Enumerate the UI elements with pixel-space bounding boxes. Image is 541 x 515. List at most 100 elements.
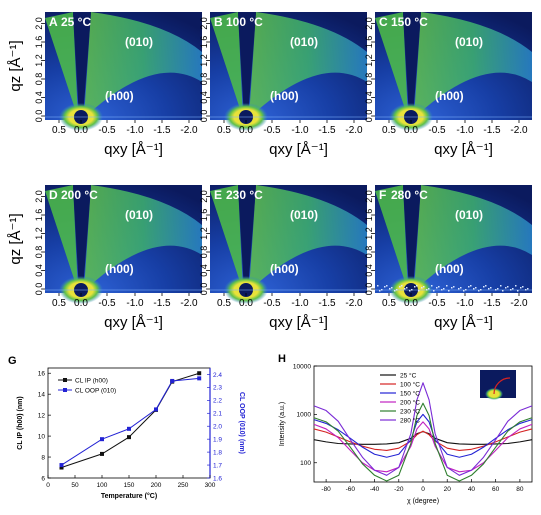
qz-tick-label: 0.8 [364,246,374,259]
label-h00: (h00) [435,262,464,276]
qxy-tick-label: 0.0 [74,298,88,309]
data-point [59,465,64,470]
y-left-tick-label: 10 [38,433,46,440]
panel-temperature: 100 °C [226,15,263,29]
speckle [517,290,519,292]
panel-letter: F [379,188,386,202]
legend-label: CL IP (h00) [75,378,108,385]
qxy-axis-label: qxy [Å⁻¹] [269,141,328,158]
x-tick-label: 50 [71,482,79,489]
x-tick-label: 80 [516,486,524,493]
speckle [433,290,435,292]
y-left-tick-label: 6 [41,475,45,482]
qz-tick-label: 0.0 [364,283,374,296]
speckle [411,289,413,291]
giwaxs-panel-b: B 100 °C (010) (h00) [210,12,367,131]
qxy-tick-label: 0.0 [404,125,418,136]
arc-right [249,12,367,118]
legend-label: 100 °C [400,381,420,389]
qz-axis-label: qz [Å⁻¹] [7,213,24,264]
qxy-tick-label: -1.0 [291,298,309,309]
qxy-axis-label: qxy [Å⁻¹] [434,314,493,331]
speckle [458,288,460,290]
qxy-tick-label: -2.0 [345,125,363,136]
speckle [451,287,453,289]
qz-tick-label: 1.2 [199,54,209,67]
speckle [404,288,406,290]
qxy-tick-label: -1.5 [318,298,336,309]
legend-label: CL OOP (010) [75,388,116,395]
panel-letter-h: H [278,353,286,365]
qxy-tick-label: -1.5 [483,298,501,309]
speckle [441,289,443,291]
qz-tick-label: 0.0 [364,110,374,123]
speckle [377,285,379,287]
data-point [127,435,131,440]
speckle [468,286,470,288]
qz-tick-label: 2.0 [34,190,44,203]
arc-left [375,185,408,291]
speckle [488,288,490,290]
y-left-tick-label: 14 [38,391,46,398]
speckle [483,286,485,288]
qz-tick-label: 2.0 [199,190,209,203]
speckle [399,286,401,288]
speckle [490,287,492,289]
qxy-tick-label: -1.5 [153,298,171,309]
speckle [431,285,433,287]
qxy-tick-label: -0.5 [98,298,116,309]
ring-label-010: (010) [455,35,483,49]
giwaxs-panel-a: A 25 °C (010) (h00) [45,12,202,131]
data-point [170,378,175,383]
y-right-tick-label: 2.0 [213,424,222,431]
y-right-tick-label: 2.4 [213,372,222,379]
speckle [379,290,381,292]
ring-label-010: (010) [290,208,318,222]
x-tick-label: 200 [151,482,162,489]
y-right-axis-title: CL OOP (010) (nm) [238,392,245,454]
speckle [426,289,428,291]
panel-temperature: 280 °C [391,188,428,202]
qz-tick-label: 1.2 [364,227,374,240]
legend-label: 25 °C [400,372,417,380]
chart-h: H -80 -60 -40 -20 0 20 40 60 80 100 1000 10000 χ (deg… [278,353,533,505]
arc-left [375,12,408,118]
qz-tick-label: 1.6 [364,36,374,49]
missing-wedge [238,12,256,118]
qz-tick-label: 0.0 [34,283,44,296]
arc-left [210,12,243,118]
qz-tick-label: 2.0 [364,190,374,203]
x-tick-label: 0 [46,482,50,489]
y-tick-label: 100 [300,460,311,467]
x-tick-label: 100 [97,482,108,489]
data-point [197,371,202,376]
qz-tick-label: 2.0 [199,17,209,30]
legend-label: 230 °C [400,408,420,416]
y-left-tick-label: 8 [41,454,45,461]
qz-tick-label: 1.2 [34,54,44,67]
qxy-tick-label: -2.0 [510,125,528,136]
speckle [384,286,386,288]
speckle [460,287,462,289]
speckle [428,288,430,290]
y-right-tick-label: 2.1 [213,411,222,418]
speckle [480,289,482,291]
speckle [512,288,514,290]
qxy-tick-label: 0.5 [52,125,66,136]
x-tick-label: 40 [468,486,476,493]
qxy-tick-label: 0.0 [239,125,253,136]
speckle [394,290,396,292]
speckle [527,288,529,290]
qz-tick-label: 2.0 [34,17,44,30]
data-point [197,376,202,381]
qxy-tick-label: -1.5 [483,125,501,136]
arc-left [45,12,78,118]
missing-wedge [403,185,421,291]
speckle [525,289,527,291]
qz-tick-label: 1.2 [34,227,44,240]
qxy-tick-label: -2.0 [345,298,363,309]
y-left-tick-label: 16 [38,371,46,378]
qxy-tick-label: -0.5 [428,125,446,136]
y-right-tick-label: 1.8 [213,449,222,456]
data-point [59,463,64,468]
